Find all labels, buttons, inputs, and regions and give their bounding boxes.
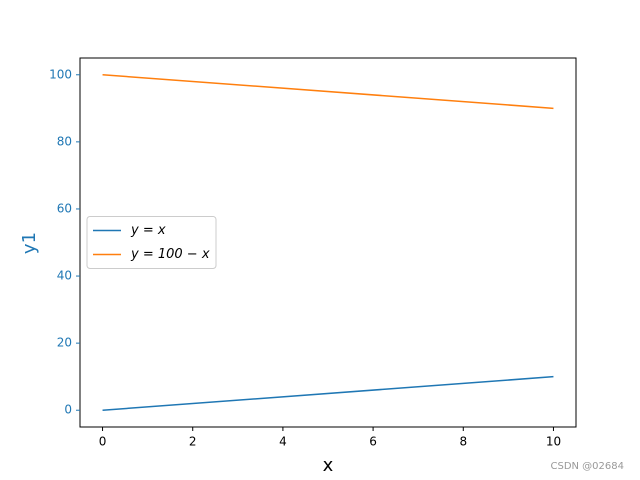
line-series xyxy=(102,74,554,110)
x-tick-label: 4 xyxy=(279,435,287,449)
x-tick-label: 10 xyxy=(546,435,561,449)
y-tick-label: 60 xyxy=(57,201,72,215)
legend-label: y = 100 − x xyxy=(130,247,210,262)
y-tick-label: 100 xyxy=(49,67,72,81)
line-series xyxy=(102,375,554,411)
y-tick-label: 40 xyxy=(57,269,72,283)
x-tick-label: 6 xyxy=(369,435,377,449)
y-tick-label: 20 xyxy=(57,336,72,350)
y-axis-label: y1 xyxy=(19,232,40,254)
y-tick-label: 0 xyxy=(64,403,72,417)
x-tick-label: 8 xyxy=(459,435,467,449)
x-tick-label: 0 xyxy=(99,435,107,449)
plot-frame xyxy=(79,57,577,428)
x-tick-label: 2 xyxy=(189,435,197,449)
x-axis-label: x xyxy=(323,455,334,476)
legend-label: y = x xyxy=(130,223,166,238)
y-tick-label: 80 xyxy=(57,134,72,148)
legend-box xyxy=(86,216,217,269)
watermark: CSDN @02684 xyxy=(550,461,624,472)
